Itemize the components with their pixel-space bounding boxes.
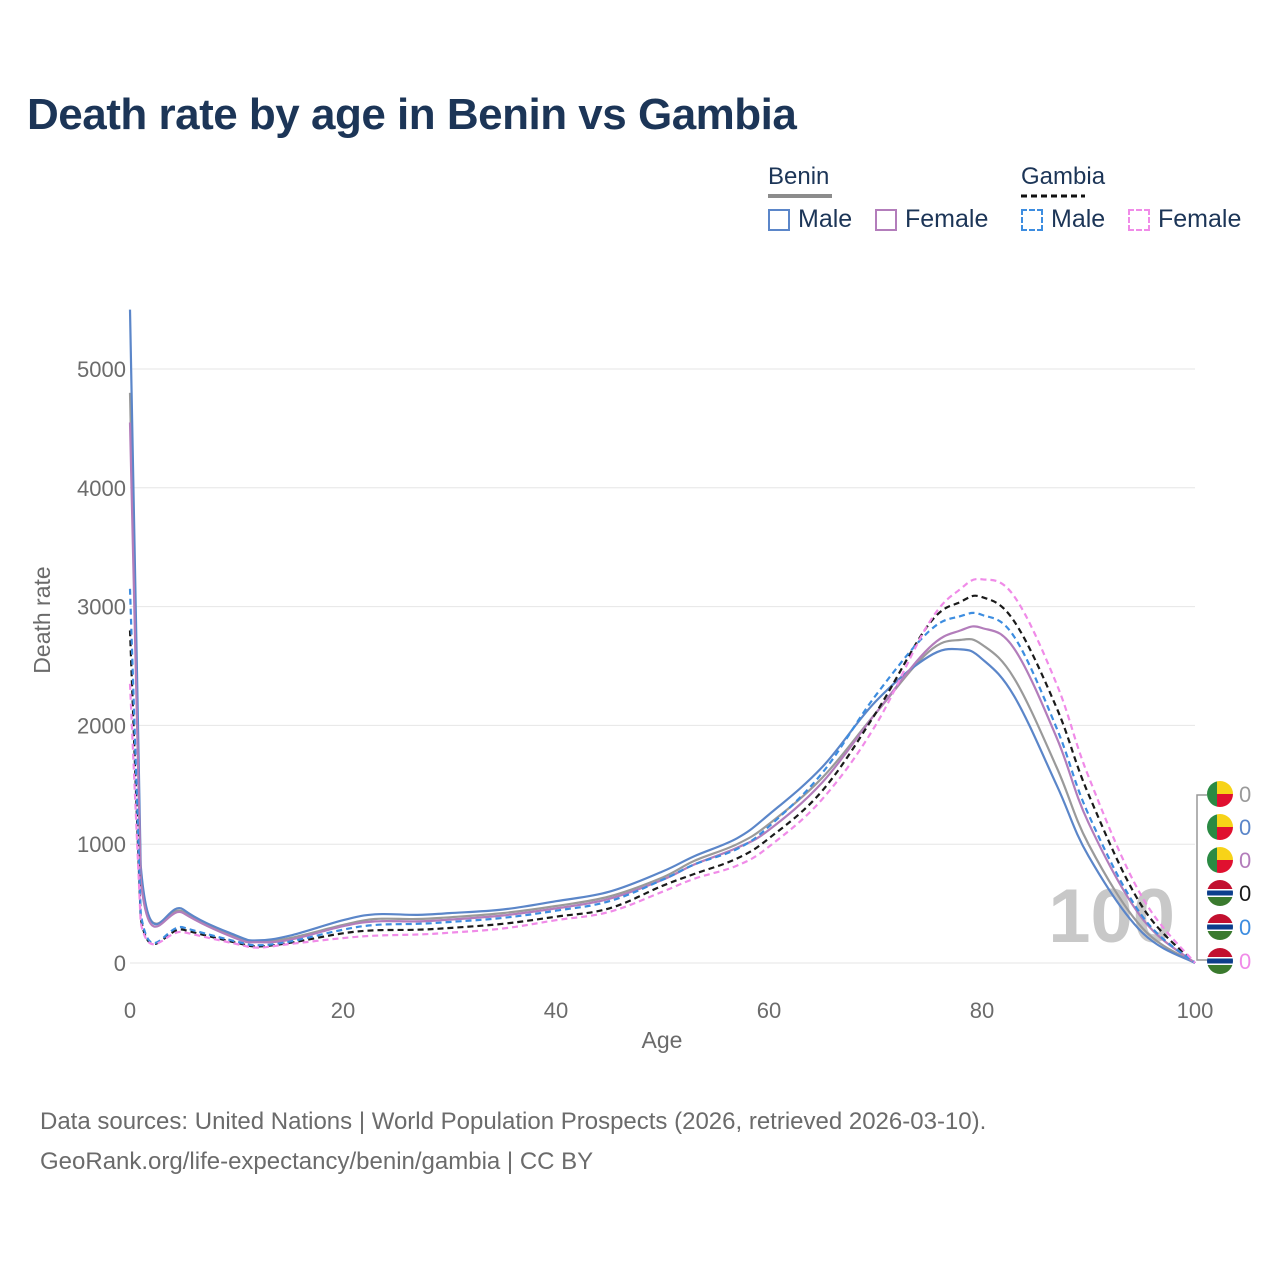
- legend-gambia-male-label: Male: [1051, 205, 1106, 233]
- x-tick-label: 60: [757, 998, 781, 1023]
- y-tick-label: 2000: [77, 713, 126, 738]
- legend-gambia-rule: [1021, 194, 1085, 198]
- benin-flag-icon: [1207, 847, 1233, 873]
- end-value-label: 0: [1239, 782, 1251, 807]
- x-tick-label: 100: [1177, 998, 1214, 1023]
- series-lines: [128, 309, 1196, 964]
- y-tick-label: 3000: [77, 595, 126, 620]
- y-tick-label: 1000: [77, 832, 126, 857]
- end-value-label: 0: [1239, 915, 1251, 940]
- legend-benin-male[interactable]: Male: [768, 205, 852, 234]
- end-value-label: 0: [1239, 881, 1251, 906]
- legend-benin-female[interactable]: Female: [875, 205, 988, 234]
- end-marker-bracket: [1196, 794, 1207, 961]
- x-axis-title: Age: [642, 1027, 683, 1053]
- footer-source: Data sources: United Nations | World Pop…: [40, 1108, 987, 1135]
- y-tick-label: 0: [114, 951, 126, 976]
- series-line-benin-male: [128, 309, 1196, 964]
- end-value-label: 0: [1239, 848, 1251, 873]
- legend-swatch-gambia-female: [1128, 208, 1150, 231]
- line-chart: 0 1000 2000 3000 4000 5000 0 20 40 60 80 100 100 Ag…: [29, 309, 1251, 1053]
- benin-flag-icon: [1207, 781, 1233, 807]
- legend-gambia-label: Gambia: [1021, 163, 1106, 190]
- legend-group-benin: Benin: [768, 163, 832, 199]
- y-tick-label: 5000: [77, 357, 126, 382]
- legend-group-gambia: Gambia: [1021, 163, 1105, 199]
- legend-swatch-benin-female: [875, 208, 897, 231]
- series-line-gambia-female: [128, 577, 1196, 964]
- series-line-benin-female: [128, 422, 1196, 964]
- legend-benin-rule: [768, 194, 832, 198]
- legend-benin-male-label: Male: [798, 205, 853, 233]
- x-tick-label: 40: [544, 998, 568, 1023]
- benin-flag-icon: [1207, 814, 1233, 840]
- grid-lines: [130, 368, 1195, 964]
- end-markers: 0 0 0 0 0 0: [1196, 781, 1251, 974]
- year-watermark: 100: [1048, 874, 1175, 959]
- gambia-flag-icon: [1207, 914, 1233, 940]
- legend-gambia-female-label: Female: [1158, 205, 1242, 233]
- series-line-gambia-total: [128, 594, 1196, 964]
- gambia-flag-icon: [1207, 880, 1233, 906]
- legend-swatch-benin-male: [768, 208, 790, 231]
- legend-gambia-female[interactable]: Female: [1128, 205, 1241, 234]
- legend-gambia-male[interactable]: Male: [1021, 205, 1105, 234]
- footer-credit: GeoRank.org/life-expectancy/benin/gambia…: [40, 1148, 594, 1175]
- end-value-label: 0: [1239, 815, 1251, 840]
- legend-swatch-gambia-male: [1021, 208, 1043, 231]
- series-line-gambia-male: [128, 588, 1196, 964]
- legend-benin-female-label: Female: [905, 205, 989, 233]
- x-tick-label: 20: [331, 998, 355, 1023]
- end-value-label: 0: [1239, 949, 1251, 974]
- x-tick-label: 0: [124, 998, 136, 1023]
- axis-tick-labels: 0 1000 2000 3000 4000 5000 0 20 40 60 80 100: [77, 357, 1213, 1023]
- legend-benin-label: Benin: [768, 163, 830, 190]
- y-tick-label: 4000: [77, 476, 126, 501]
- gambia-flag-icon: [1207, 948, 1233, 974]
- chart-title: Death rate by age in Benin vs Gambia: [27, 90, 797, 139]
- x-tick-label: 80: [970, 998, 994, 1023]
- y-axis-title: Death rate: [29, 566, 55, 673]
